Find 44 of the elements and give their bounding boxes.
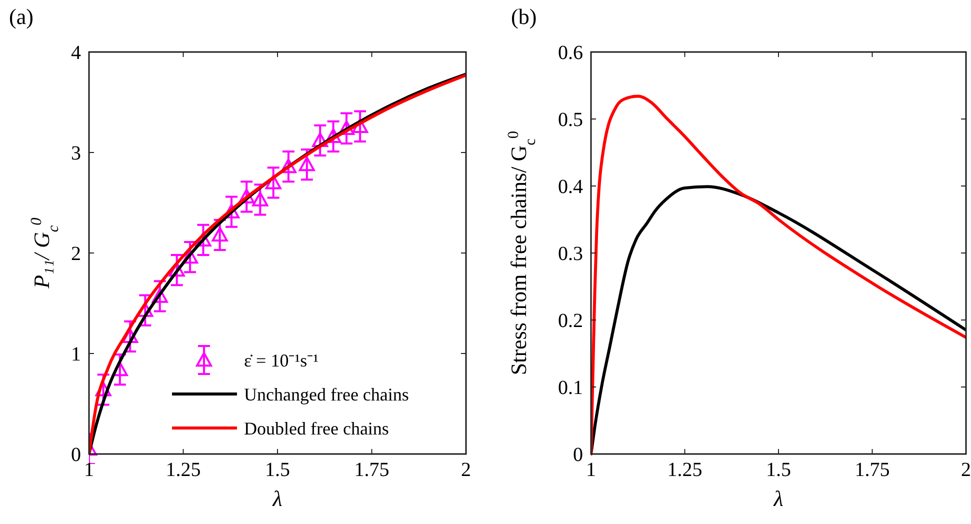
point [212, 226, 228, 242]
x-tick-label: 1.25 [667, 459, 702, 481]
y-tick-label: 0.6 [558, 42, 583, 64]
point [122, 328, 138, 344]
y-tick-label: 0.5 [558, 109, 583, 131]
point [280, 158, 296, 174]
x-tick-label: 1.5 [265, 459, 290, 481]
point [298, 156, 315, 172]
legend-label: Unchanged free chains [244, 384, 409, 404]
y-tick-label: 2 [71, 243, 81, 265]
x-tick-label: 1.75 [854, 459, 890, 481]
chart-title: (b) [511, 4, 537, 29]
y-tick-label: 0.2 [558, 310, 583, 332]
point [325, 128, 342, 144]
x-tick-label: 2 [961, 459, 971, 481]
line-series [591, 185, 966, 456]
y-tick-label: 0 [573, 444, 583, 466]
point [238, 188, 255, 204]
y-tick-label: 0.4 [558, 176, 583, 198]
y-tick-label: 4 [71, 42, 81, 64]
x-tick-label: 1.25 [166, 459, 201, 481]
legend-label: Doubled free chains [244, 418, 389, 438]
point [312, 132, 328, 148]
y-tick-label: 0 [71, 444, 81, 466]
x-tick-label: 1.75 [354, 459, 390, 481]
y-tick-label: 3 [71, 142, 81, 164]
point [252, 192, 268, 206]
y-tick-label: 0.1 [558, 377, 583, 399]
chart-title: (a) [9, 4, 34, 29]
y-tick-label: 0.3 [558, 243, 583, 265]
point [338, 120, 354, 135]
legend-label: ε̇ = 10⁻¹s⁻¹ [244, 350, 319, 370]
point [352, 118, 368, 133]
x-axis-title: λ [772, 486, 784, 511]
x-tick-label: 1.5 [766, 459, 791, 481]
y-tick-label: 1 [71, 344, 81, 366]
point [168, 262, 185, 277]
x-tick-label: 2 [461, 459, 471, 481]
x-axis-title: λ [272, 486, 282, 511]
point [195, 232, 212, 247]
point [152, 288, 168, 303]
point [265, 174, 282, 190]
line-series [591, 94, 966, 456]
point [182, 249, 198, 264]
